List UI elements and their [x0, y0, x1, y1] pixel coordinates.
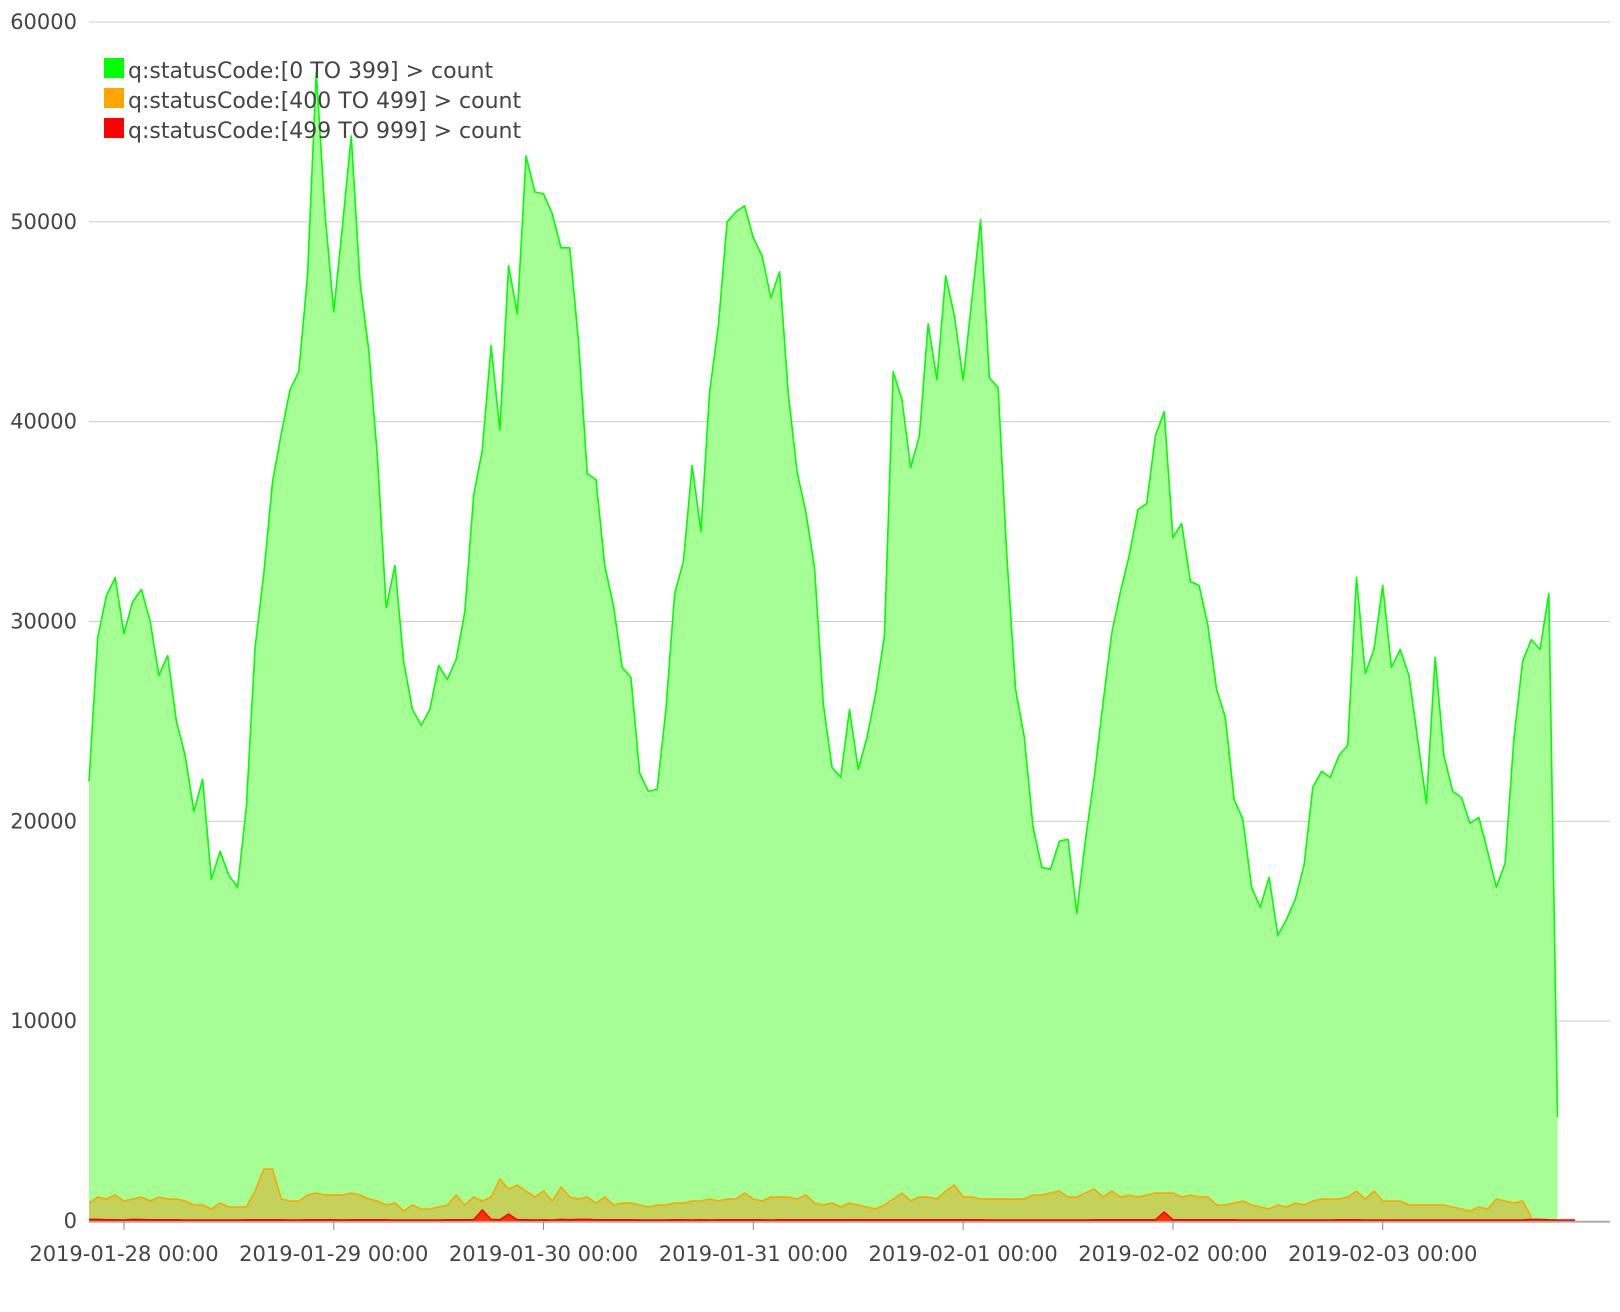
series-areas — [89, 72, 1575, 1221]
x-tick-label: 2019-01-31 00:00 — [659, 1242, 848, 1266]
x-tick-label: 2019-01-28 00:00 — [29, 1242, 218, 1266]
legend-label: q:statusCode:[400 TO 499] > count — [128, 89, 521, 114]
legend-swatch — [104, 58, 124, 78]
legend: q:statusCode:[0 TO 399] > count q:statusC… — [104, 58, 521, 144]
x-tick-label: 2019-02-02 00:00 — [1078, 1242, 1267, 1266]
x-tick-label: 2019-01-30 00:00 — [449, 1242, 638, 1266]
x-axis: 2019-01-28 00:00 2019-01-29 00:00 2019-01-… — [29, 1222, 1610, 1266]
x-tick-label: 2019-01-29 00:00 — [239, 1242, 428, 1266]
y-tick-label: 20000 — [10, 809, 77, 833]
y-tick-label: 0 — [64, 1209, 77, 1233]
x-tick-label: 2019-02-01 00:00 — [869, 1242, 1058, 1266]
legend-label: q:statusCode:[0 TO 399] > count — [128, 59, 493, 84]
legend-swatch — [104, 118, 124, 138]
y-axis: 0 10000 20000 30000 40000 50000 60000 — [10, 10, 77, 1233]
legend-label: q:statusCode:[499 TO 999] > count — [128, 119, 521, 144]
y-tick-label: 60000 — [10, 10, 77, 34]
x-tick-label: 2019-02-03 00:00 — [1288, 1242, 1477, 1266]
y-tick-label: 10000 — [10, 1009, 77, 1033]
y-tick-label: 30000 — [10, 610, 77, 634]
y-tick-label: 40000 — [10, 410, 77, 434]
y-tick-label: 50000 — [10, 210, 77, 234]
legend-swatch — [104, 88, 124, 108]
